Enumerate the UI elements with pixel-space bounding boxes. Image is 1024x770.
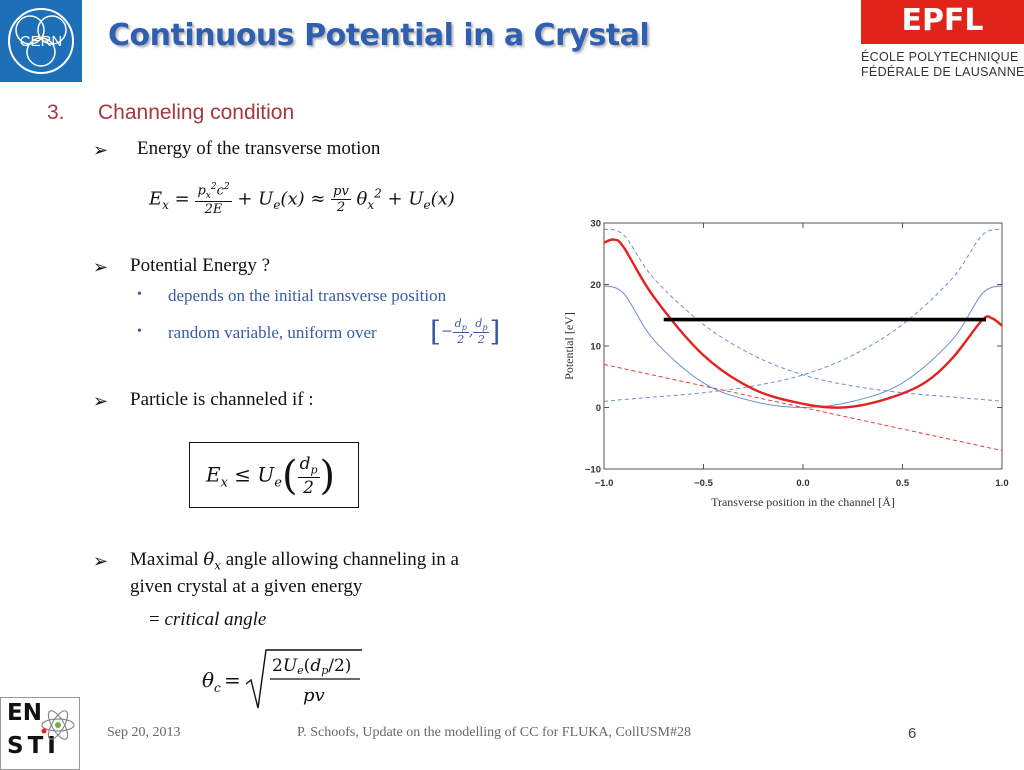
epfl-logo: EPFL (861, 0, 1024, 44)
svg-text:pv: pv (303, 685, 325, 706)
y-axis-label: Potential [eV] (562, 312, 576, 380)
interval-expression: [− dp 2, dp 2] (430, 315, 501, 348)
ensti-logo: EN STI (0, 697, 80, 770)
cern-logo: CERN (0, 0, 82, 82)
arrow-bullet-icon: ➢ (93, 257, 109, 277)
svg-text:2Ue(dp/2): 2Ue(dp/2) (272, 656, 351, 677)
y-tick-label: −10 (585, 465, 601, 476)
atom-icon (41, 710, 75, 740)
equation-transverse-energy: Ex = px2c2 2E + Ue(x) ≈ pv 2 θx2 + Ue(x) (149, 182, 455, 217)
y-tick-label: 10 (590, 342, 601, 353)
x-tick-label: 1.0 (995, 478, 1008, 489)
critical-angle-label: = critical angle (149, 609, 267, 630)
epfl-logo-text: EPFL (901, 3, 984, 38)
arrow-bullet-icon: ➢ (93, 391, 109, 411)
x-axis-label: Transverse position in the channel [Å] (711, 495, 895, 509)
x-tick-label: 0.0 (796, 478, 809, 489)
sub-bullet-initial-position: depends on the initial transverse positi… (168, 286, 447, 305)
equation-channeling-condition: Ex ≤ Ue(dp 2) (189, 442, 359, 508)
series-line-dashed-blue-left (603, 228, 1003, 402)
footer-presentation-info: P. Schoofs, Update on the modelling of C… (297, 725, 691, 740)
bullet-potential-energy: Potential Energy ? (130, 255, 271, 276)
bullet-maximal-angle: Maximal θx angle allowing channeling in … (130, 549, 459, 573)
dot-bullet-icon: • (137, 324, 142, 339)
bullet-maximal-angle-line2: given crystal at a given energy (130, 576, 363, 597)
svg-text:θ: θ (202, 668, 214, 692)
page-number: 6 (908, 725, 917, 742)
series-line-dashed-blue-right (603, 228, 1003, 402)
arrow-bullet-icon: ➢ (93, 140, 109, 160)
series-line-solid-blue (603, 285, 1003, 409)
sub-bullet-random-variable: random variable, uniform over (168, 323, 377, 342)
footer-date: Sep 20, 2013 (107, 725, 181, 740)
plot-frame (603, 222, 1003, 470)
ensti-logo-line2: STI (7, 733, 60, 759)
slide-title: Continuous Potential in a Crystal (108, 18, 650, 53)
svg-text:c: c (214, 681, 221, 695)
epfl-subtitle-line1: ÉCOLE POLYTECHNIQUE (861, 50, 1019, 64)
equation-critical-angle: θ c = 2Ue(dp/2) pv (200, 646, 370, 712)
series-line-dashed-red (603, 363, 1003, 452)
x-tick-label: 0.5 (896, 478, 910, 489)
dot-bullet-icon: • (137, 287, 142, 302)
cern-logo-text: CERN (20, 33, 63, 50)
svg-text:=: = (224, 668, 241, 692)
bullet-channeled-condition: Particle is channeled if : (130, 389, 314, 410)
y-tick-label: 0 (596, 403, 601, 414)
section-title: Channeling condition (98, 101, 295, 124)
ensti-logo-line1: EN (7, 700, 42, 726)
y-tick-label: 20 (590, 280, 601, 291)
epfl-subtitle-line2: FÉDÉRALE DE LAUSANNE (861, 65, 1024, 79)
y-tick-label: 30 (590, 219, 601, 230)
bullet-energy-transverse: Energy of the transverse motion (137, 138, 381, 159)
series-line-solid-red (603, 238, 1003, 409)
arrow-bullet-icon: ➢ (93, 551, 109, 571)
x-tick-label: −1.0 (595, 478, 614, 489)
potential-chart-svg: −1.0 −0.5 0.0 0.5 1.0 30 20 10 0 −10 Transverse po… (562, 219, 1009, 510)
potential-chart: −1.0 −0.5 0.0 0.5 1.0 30 20 10 0 −10 Transverse po… (556, 212, 1016, 522)
x-tick-label: −0.5 (694, 478, 713, 489)
section-number: 3. (47, 101, 65, 124)
